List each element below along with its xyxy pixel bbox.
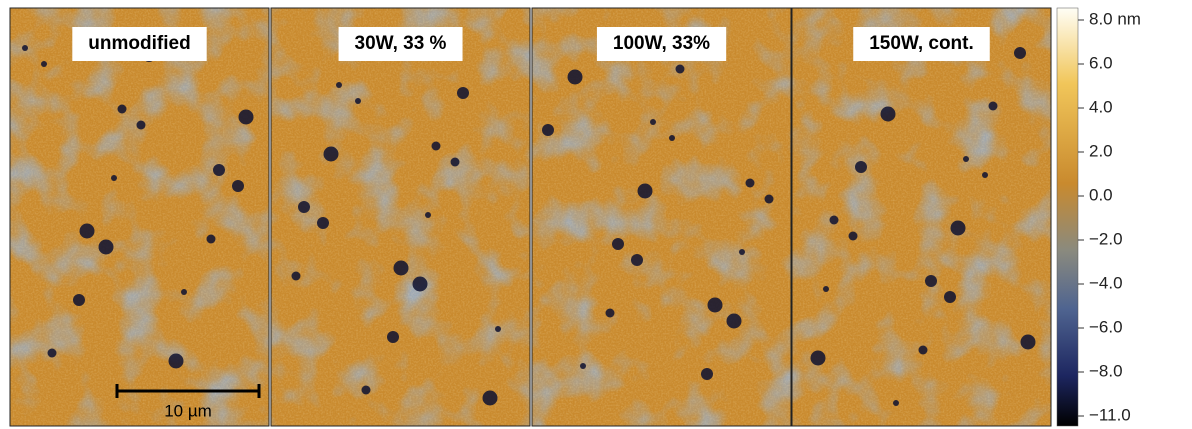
pit — [638, 184, 653, 199]
tick-label: 4.0 — [1089, 97, 1113, 116]
pit — [925, 275, 937, 287]
pit — [849, 232, 858, 241]
pit — [73, 294, 85, 306]
pit — [944, 291, 956, 303]
pit — [432, 142, 441, 151]
colorbar-ticks: 8.0 nm 6.0 4.0 2.0 0.0 −2.0 −4.0 −6.0 −8.0 −11.0 — [1078, 9, 1141, 424]
pit — [239, 110, 254, 125]
pit — [495, 326, 501, 332]
pit — [568, 70, 583, 85]
pit — [606, 309, 615, 318]
pit — [355, 98, 361, 104]
pit — [650, 119, 656, 125]
tick-label: 6.0 — [1089, 53, 1113, 72]
pit — [387, 331, 399, 343]
panels: unmodified 30W, 33 % 100W, 33% 150W, cont. — [10, 8, 1051, 426]
pit — [324, 147, 339, 162]
pit — [1014, 47, 1026, 59]
panel-label: 150W, cont. — [869, 33, 974, 54]
pit — [739, 249, 745, 255]
pit — [881, 107, 896, 122]
pit — [830, 216, 839, 225]
pit — [298, 201, 310, 213]
pit — [701, 368, 713, 380]
pit — [612, 238, 624, 250]
pit — [181, 289, 187, 295]
pit — [99, 240, 114, 255]
tick-label: 2.0 — [1089, 141, 1113, 160]
figure: unmodified30W, 33 %100W, 33%150W, cont. … — [0, 0, 1192, 429]
pit — [669, 135, 675, 141]
pit — [1021, 335, 1036, 350]
pit — [919, 346, 928, 355]
panel-label: 100W, 33% — [613, 33, 710, 54]
pit — [765, 195, 774, 204]
tick-label: −8.0 — [1089, 361, 1123, 380]
pit — [413, 277, 428, 292]
panel-grain — [10, 8, 269, 426]
pit — [48, 349, 57, 358]
pit — [336, 82, 342, 88]
pit — [451, 158, 460, 167]
pit — [362, 386, 371, 395]
scale-label: 10 µm — [164, 401, 212, 420]
pit — [823, 286, 829, 292]
pit — [483, 391, 498, 406]
afm-panel: 150W, cont. — [792, 8, 1051, 426]
pit — [676, 65, 685, 74]
pit — [292, 272, 301, 281]
pit — [425, 212, 431, 218]
pit — [394, 261, 409, 276]
pit — [111, 175, 117, 181]
colorbar — [1057, 8, 1078, 426]
pit — [746, 179, 755, 188]
pit — [963, 156, 969, 162]
afm-panel: 30W, 33 % — [271, 8, 530, 426]
pit — [118, 105, 127, 114]
pit — [811, 351, 826, 366]
pit — [232, 180, 244, 192]
pit — [989, 102, 998, 111]
pit — [982, 172, 988, 178]
pit — [457, 87, 469, 99]
panel-grain — [532, 8, 791, 426]
pit — [80, 224, 95, 239]
pit — [169, 354, 184, 369]
tick-label: 0.0 — [1089, 185, 1113, 204]
pit — [893, 400, 899, 406]
pit — [855, 161, 867, 173]
pit — [213, 164, 225, 176]
tick-label: −4.0 — [1089, 273, 1123, 292]
tick-label: 8.0 nm — [1089, 9, 1141, 28]
pit — [631, 254, 643, 266]
pit — [41, 61, 47, 67]
afm-panel: 100W, 33% — [532, 8, 791, 426]
panel-label: unmodified — [88, 33, 190, 54]
pit — [580, 363, 586, 369]
tick-label: −6.0 — [1089, 317, 1123, 336]
pit — [542, 124, 554, 136]
panel-grain — [271, 8, 530, 426]
pit — [727, 314, 742, 329]
pit — [708, 298, 723, 313]
afm-panel: unmodified — [10, 8, 269, 426]
panel-label: 30W, 33 % — [355, 33, 447, 54]
pit — [137, 121, 146, 130]
pit — [22, 45, 28, 51]
tick-label: −2.0 — [1089, 229, 1123, 248]
pit — [951, 221, 966, 236]
pit — [317, 217, 329, 229]
tick-label: −11.0 — [1089, 405, 1131, 424]
pit — [207, 235, 216, 244]
